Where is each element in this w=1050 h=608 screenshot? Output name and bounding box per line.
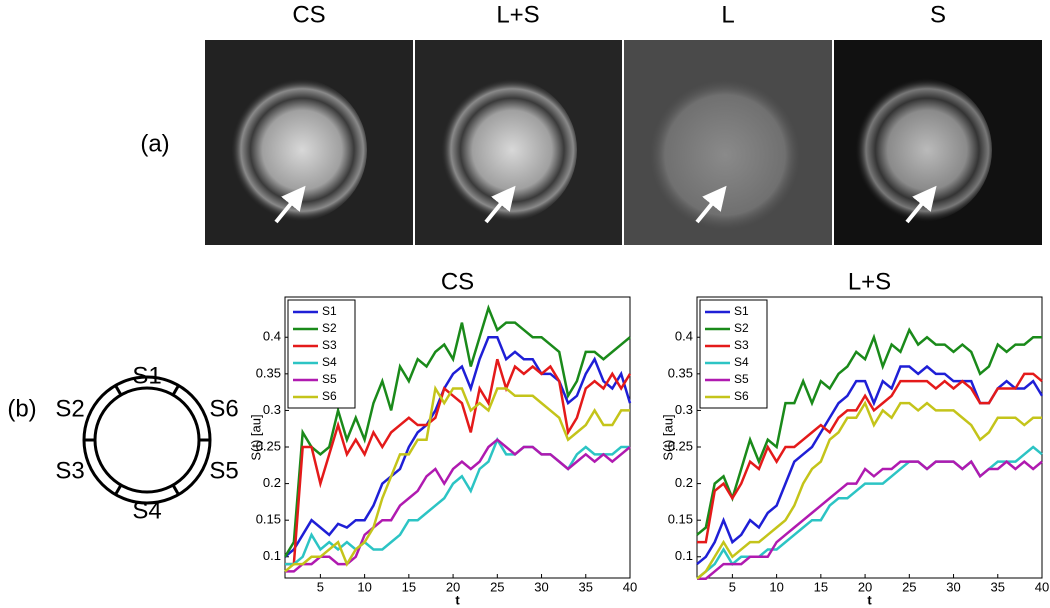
x-tick-label: 40 — [1035, 579, 1049, 594]
image-title: CS — [292, 1, 325, 28]
legend-box — [287, 299, 356, 409]
y-tick-label: 0.25 — [256, 438, 281, 453]
y-tick-label: 0.3 — [675, 402, 693, 417]
series-line — [696, 327, 1042, 536]
legend-label: S4 — [322, 355, 337, 369]
x-tick-label: 15 — [814, 579, 828, 594]
legend-label: S6 — [734, 389, 749, 403]
y-tick-label: 0.4 — [675, 329, 693, 344]
mri-image — [624, 40, 832, 245]
mri-image — [415, 40, 622, 245]
x-tick-label: 35 — [579, 579, 593, 594]
x-tick-label: 20 — [446, 579, 460, 594]
x-tick-label: 25 — [902, 579, 916, 594]
legend-label: S3 — [734, 338, 749, 352]
legend-label: S5 — [734, 372, 749, 386]
series-line — [285, 438, 631, 573]
x-tick-label: 15 — [402, 579, 416, 594]
y-tick-label: 0.3 — [263, 402, 281, 417]
plot-frame — [696, 296, 1043, 579]
legend-label: S6 — [322, 389, 337, 403]
series-line — [285, 358, 632, 566]
y-tick-label: 0.15 — [668, 512, 693, 527]
legend-label: S1 — [322, 304, 337, 318]
series-line — [697, 372, 1043, 544]
chart-title: L+S — [848, 268, 891, 295]
segment-label: S1 — [132, 362, 161, 389]
segment-label: S6 — [209, 395, 238, 422]
segment-divider — [114, 384, 123, 396]
series-line — [696, 400, 1042, 580]
x-tick-label: 40 — [623, 579, 637, 594]
x-tick-label: 5 — [729, 579, 736, 594]
series-line — [284, 335, 632, 558]
x-axis-label: t — [867, 592, 872, 607]
y-tick-label: 0.1 — [675, 548, 693, 563]
x-tick-label: 35 — [991, 579, 1005, 594]
plot-frame — [284, 296, 631, 579]
chart-title: CS — [441, 268, 474, 295]
segment-label: S2 — [55, 395, 84, 422]
y-tick-label: 0.2 — [263, 475, 281, 490]
image-title: L+S — [496, 1, 539, 28]
x-axis-label: t — [455, 592, 460, 607]
segment-label: S4 — [132, 497, 161, 524]
x-tick-label: 10 — [769, 579, 783, 594]
image-title: L — [721, 1, 734, 28]
x-tick-label: 30 — [946, 579, 960, 594]
image-title: S — [930, 1, 946, 28]
x-tick-label: 25 — [490, 579, 504, 594]
mri-image — [834, 40, 1042, 245]
series-line — [283, 304, 631, 558]
y-tick-label: 0.1 — [263, 548, 281, 563]
x-tick-label: 30 — [534, 579, 548, 594]
y-tick-label: 0.15 — [256, 512, 281, 527]
legend-label: S2 — [322, 321, 337, 335]
segment-divider — [171, 484, 180, 496]
x-tick-label: 20 — [858, 579, 872, 594]
y-axis-label: S(t) [au] — [660, 414, 675, 460]
legend-label: S5 — [322, 372, 337, 386]
legend-label: S1 — [734, 304, 749, 318]
y-axis-label: S(t) [au] — [248, 414, 263, 460]
legend-box — [699, 299, 768, 409]
series-line — [697, 459, 1043, 580]
image-row — [205, 40, 1042, 245]
series-line — [285, 436, 630, 566]
panel-label: (a) — [140, 130, 169, 157]
segment-divider — [114, 484, 123, 496]
legend-label: S4 — [734, 355, 749, 369]
y-tick-label: 0.4 — [263, 329, 281, 344]
legend-label: S2 — [734, 321, 749, 335]
panel-label: (b) — [7, 395, 36, 422]
y-tick-label: 0.25 — [668, 438, 693, 453]
x-tick-label: 5 — [317, 579, 324, 594]
x-tick-label: 10 — [357, 579, 371, 594]
segment-divider — [171, 384, 180, 396]
segment-label: S5 — [209, 457, 238, 484]
legend-label: S3 — [322, 338, 337, 352]
segment-label: S3 — [55, 457, 84, 484]
segment-diagram — [82, 375, 212, 505]
mri-image — [205, 40, 413, 245]
y-tick-label: 0.35 — [668, 365, 693, 380]
y-tick-label: 0.35 — [256, 365, 281, 380]
y-tick-label: 0.2 — [675, 475, 693, 490]
series-line — [284, 384, 630, 573]
